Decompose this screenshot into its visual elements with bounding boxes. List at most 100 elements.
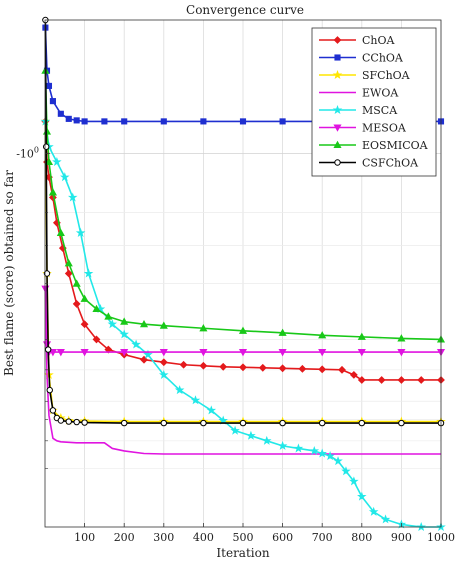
data-point xyxy=(293,443,304,453)
data-point xyxy=(261,435,272,445)
data-point xyxy=(43,270,51,277)
data-point xyxy=(64,259,73,267)
data-point xyxy=(325,451,335,461)
legend-label: EWOA xyxy=(362,87,399,100)
legend-label: CSFChOA xyxy=(362,157,419,170)
data-point xyxy=(101,118,108,125)
data-point xyxy=(131,339,141,349)
data-point xyxy=(72,279,81,287)
x-tick-label: 600 xyxy=(272,531,293,544)
data-point xyxy=(52,156,62,167)
data-point xyxy=(219,362,228,371)
data-point xyxy=(333,456,343,466)
data-point xyxy=(239,363,247,372)
data-point xyxy=(80,320,89,329)
grid-lines xyxy=(45,20,442,527)
legend-item-mesoa: MESOA xyxy=(319,122,407,135)
data-point xyxy=(278,349,287,357)
legend-label: MESOA xyxy=(362,122,407,135)
x-tick-label: 100 xyxy=(74,531,95,544)
data-point xyxy=(397,376,406,384)
data-point xyxy=(49,407,57,414)
data-point xyxy=(160,118,167,125)
x-tick-label: 900 xyxy=(391,531,412,544)
series-line xyxy=(44,70,442,341)
data-point xyxy=(309,445,320,455)
series-line xyxy=(44,121,441,528)
data-point xyxy=(357,332,366,340)
data-point xyxy=(279,419,286,427)
data-point xyxy=(318,331,327,339)
legend-item-ewoa: EWOA xyxy=(319,87,399,100)
data-point xyxy=(64,269,73,278)
data-point xyxy=(397,349,406,357)
legend-label: MSCA xyxy=(362,104,398,117)
data-point xyxy=(357,491,367,501)
data-point xyxy=(341,466,351,476)
data-point xyxy=(44,346,52,353)
data-point xyxy=(80,349,89,357)
data-point xyxy=(75,227,86,237)
series-choa xyxy=(41,117,445,384)
data-point xyxy=(200,118,207,125)
series-ewoa xyxy=(44,288,441,455)
x-tick-label: 200 xyxy=(114,531,135,544)
data-point xyxy=(246,430,256,440)
data-point xyxy=(318,349,327,357)
data-point xyxy=(199,349,208,357)
data-point xyxy=(397,334,406,342)
data-point xyxy=(159,349,168,357)
data-point xyxy=(159,369,169,379)
data-point xyxy=(368,506,379,516)
data-point xyxy=(119,329,129,339)
data-point xyxy=(317,448,327,458)
data-point xyxy=(83,268,94,278)
data-point xyxy=(332,70,343,80)
data-point xyxy=(380,514,391,524)
legend-box xyxy=(311,27,437,177)
data-point xyxy=(334,54,341,61)
data-point xyxy=(159,358,168,367)
data-point xyxy=(42,143,50,150)
axis-ticks: 100 200 300 400 500 600 700 800 900 1000 -100 xyxy=(16,145,455,544)
data-point xyxy=(258,363,267,372)
legend-item-eosmicoa: EOSMICOA xyxy=(319,139,429,152)
legend-label: EOSMICOA xyxy=(362,139,429,152)
data-point xyxy=(358,419,366,427)
data-point xyxy=(143,349,153,359)
series-line xyxy=(44,19,441,424)
data-point xyxy=(357,376,366,384)
legend-item-csfchoa: CSFChOA xyxy=(319,157,419,170)
data-point xyxy=(65,418,72,425)
data-point xyxy=(73,418,80,426)
data-point xyxy=(230,425,240,435)
x-tick-label: 800 xyxy=(351,531,372,544)
data-point xyxy=(334,159,341,166)
data-point xyxy=(49,98,56,105)
data-point xyxy=(199,324,208,332)
data-point xyxy=(120,349,129,357)
data-point xyxy=(160,419,168,427)
data-point xyxy=(417,376,426,384)
legend: ChOA CChOA SFChOA EWOA MSCA MESOA EOSMICOA CSFC… xyxy=(311,27,437,177)
legend-item-choa: ChOA xyxy=(319,34,396,47)
data-point xyxy=(174,385,185,395)
data-point xyxy=(81,419,88,426)
x-tick-label: 300 xyxy=(153,531,174,544)
data-point xyxy=(46,386,53,394)
series-eosmicoa xyxy=(41,66,446,343)
data-point xyxy=(349,476,359,486)
legend-item-msca: MSCA xyxy=(319,104,398,117)
data-point xyxy=(318,419,326,427)
data-point xyxy=(277,440,288,450)
data-point xyxy=(179,360,188,369)
data-point xyxy=(65,115,72,122)
data-point xyxy=(139,319,149,328)
data-point xyxy=(48,349,57,357)
data-point xyxy=(140,355,148,364)
y-tick-label: -100 xyxy=(16,145,39,160)
data-point xyxy=(238,326,248,334)
data-point xyxy=(199,361,208,370)
data-point xyxy=(120,317,129,325)
